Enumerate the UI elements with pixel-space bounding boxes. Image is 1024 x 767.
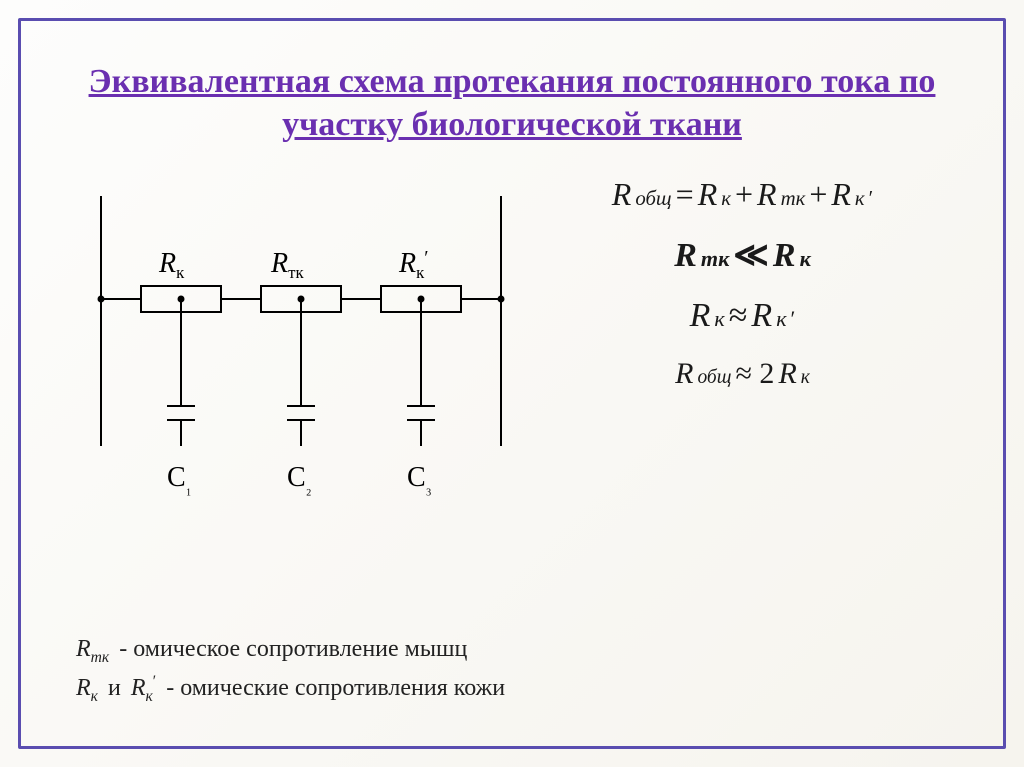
svg-text:C₁: C₁ [167, 462, 192, 496]
equations-column: Rобщ = Rк + Rтк + Rк′ Rтк ≪ Rк Rк ≈ Rк′ … [512, 176, 963, 536]
svg-text:C₃: C₃ [407, 462, 432, 496]
legend-text-2: - омические сопротивления кожи [166, 670, 505, 707]
slide-frame: Эквивалентная схема протекания постоянно… [18, 18, 1006, 749]
legend-sym-rtk: Rтк [76, 631, 109, 670]
circuit-column: Rк Rтк Rк′ C₁ C₂ C₃ [61, 176, 512, 536]
legend: Rтк - омическое сопротивление мышц Rк и … [76, 631, 505, 709]
legend-sym-rk: Rк [76, 670, 98, 709]
circuit-diagram: Rк Rтк Rк′ C₁ C₂ C₃ [61, 176, 521, 536]
equation-total: Rобщ = Rк + Rтк + Rк′ [522, 176, 963, 213]
equation-approx2: Rобщ ≈ 2Rк [522, 357, 963, 391]
legend-sym-rk2: Rк′ [131, 670, 156, 709]
legend-text-1: - омическое сопротивление мышц [119, 631, 467, 668]
svg-text:Rк′: Rк′ [398, 248, 429, 282]
equation-approx1: Rк ≈ Rк′ [522, 297, 963, 335]
svg-text:C₂: C₂ [287, 462, 312, 496]
slide-title: Эквивалентная схема протекания постоянно… [81, 61, 943, 146]
legend-row-2: Rк и Rк′ - омические сопротивления кожи [76, 670, 505, 709]
content-row: Rк Rтк Rк′ C₁ C₂ C₃ Rобщ = Rк + Rтк + Rк′ Rтк… [21, 176, 1003, 536]
legend-row-1: Rтк - омическое сопротивление мышц [76, 631, 505, 670]
svg-text:Rтк: Rтк [270, 248, 304, 282]
equation-ineq: Rтк ≪ Rк [522, 235, 963, 275]
legend-and: и [108, 670, 121, 707]
svg-text:Rк: Rк [158, 248, 185, 282]
